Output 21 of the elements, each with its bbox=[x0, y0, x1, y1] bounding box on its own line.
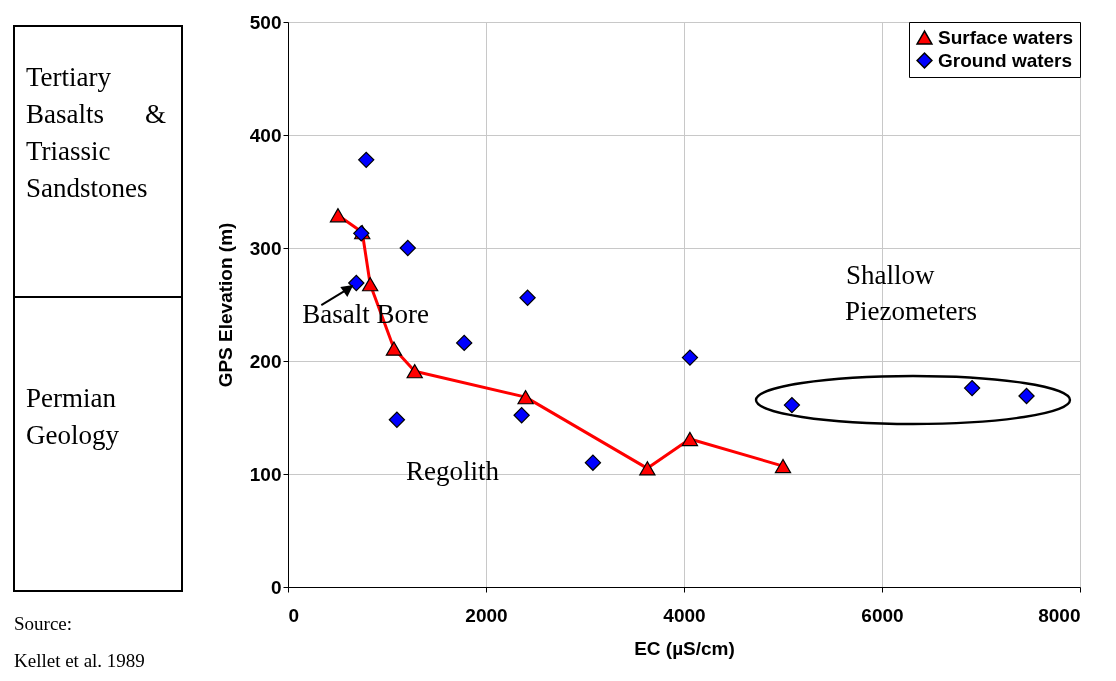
annotation: Shallow Piezometers bbox=[845, 260, 977, 326]
x-tick-label: 4000 bbox=[663, 604, 706, 626]
x-tick-label: 6000 bbox=[861, 604, 904, 626]
x-tick-label: 8000 bbox=[1038, 604, 1081, 626]
y-tick-label: 300 bbox=[249, 237, 282, 259]
text: Kellet et al. 1989 bbox=[14, 650, 145, 672]
source-note: Source: bbox=[14, 613, 73, 635]
y-tick-label: 200 bbox=[249, 350, 282, 372]
legend-label: Surface waters bbox=[938, 26, 1074, 48]
x-tick-label: 2000 bbox=[465, 604, 508, 626]
x-axis-title: EC (µS/cm) bbox=[634, 637, 735, 659]
y-tick-label: 500 bbox=[249, 11, 282, 33]
y-tick-label: 0 bbox=[270, 576, 282, 598]
y-axis-title: GPS Elevation (m) bbox=[214, 222, 236, 388]
legend-label: Ground waters bbox=[938, 49, 1073, 71]
y-tick-label: 100 bbox=[249, 463, 282, 485]
x-tick-label: 0 bbox=[288, 604, 300, 626]
annotation: Regolith bbox=[406, 456, 500, 486]
y-tick-label: 400 bbox=[249, 124, 282, 146]
text: Tertiary Basalts & Triassic Sandstones bbox=[26, 61, 166, 205]
text: Permian Geology bbox=[26, 382, 120, 452]
